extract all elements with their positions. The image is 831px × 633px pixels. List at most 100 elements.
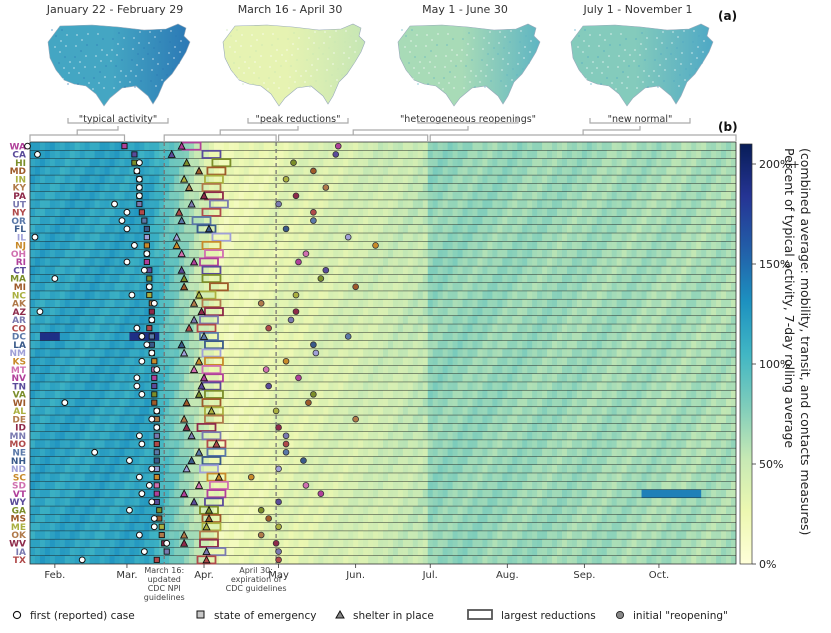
- heatmap-cell: [537, 183, 543, 192]
- heatmap-cell: [54, 233, 61, 242]
- heatmap-cell: [79, 348, 86, 358]
- heatmap-cell: [114, 381, 121, 391]
- heatmap-cell: [576, 191, 583, 201]
- heatmap-cell: [402, 282, 409, 292]
- heatmap-cell: [542, 166, 548, 176]
- heatmap-cell: [283, 398, 290, 408]
- heatmap-cell: [392, 348, 399, 358]
- heatmap-cell: [109, 299, 116, 308]
- heatmap-cell: [44, 324, 51, 333]
- heatmap-cell: [328, 208, 334, 217]
- heatmap-cell: [666, 299, 672, 308]
- heatmap-cell: [368, 340, 374, 350]
- heatmap-cell: [716, 299, 722, 308]
- heatmap-cell: [442, 299, 449, 308]
- heatmap-cell: [611, 266, 618, 275]
- heatmap-cell: [661, 233, 667, 242]
- heatmap-cell: [427, 166, 434, 176]
- heatmap-cell: [189, 183, 195, 192]
- heatmap-cell: [656, 348, 663, 358]
- heatmap-cell: [621, 199, 628, 209]
- map-speckle: [639, 54, 641, 56]
- map-speckle: [454, 76, 456, 78]
- heatmap-cell: [507, 175, 513, 184]
- heatmap-cell: [616, 398, 623, 408]
- heatmap-cell: [437, 290, 444, 300]
- heatmap-cell: [407, 348, 414, 358]
- heatmap-cell: [482, 324, 489, 333]
- heatmap-cell: [328, 199, 334, 209]
- heatmap-cell: [402, 266, 409, 275]
- heatmap-cell: [109, 307, 116, 317]
- heatmap-cell: [621, 398, 628, 408]
- heatmap-cell: [74, 191, 81, 201]
- heatmap-cell: [204, 332, 210, 341]
- heatmap-cell: [552, 398, 558, 408]
- heatmap-cell: [586, 340, 593, 350]
- heatmap-cell: [437, 381, 444, 391]
- heatmap-cell: [671, 348, 677, 358]
- heatmap-cell: [407, 282, 414, 292]
- heatmap-cell: [412, 299, 419, 308]
- map-speckle: [607, 66, 609, 68]
- heatmap-cell: [432, 365, 439, 374]
- heatmap-cell: [656, 175, 663, 184]
- heatmap-cell: [651, 315, 658, 325]
- heatmap-cell: [308, 233, 314, 242]
- heatmap-cell: [248, 233, 255, 242]
- heatmap-cell: [278, 398, 285, 408]
- heatmap-cell: [601, 348, 608, 358]
- heatmap-cell: [288, 175, 295, 184]
- heatmap-cell: [283, 390, 290, 399]
- heatmap-cell: [726, 357, 732, 366]
- heatmap-cell: [487, 216, 493, 226]
- heatmap-cell: [343, 175, 349, 184]
- heatmap-cell: [596, 315, 603, 325]
- heatmap-cell: [164, 150, 170, 159]
- heatmap-cell: [79, 332, 86, 341]
- heatmap-cell: [407, 365, 414, 374]
- heatmap-cell: [576, 324, 583, 333]
- heatmap-cell: [30, 373, 36, 383]
- map-speckle: [59, 51, 61, 53]
- heatmap-cell: [392, 142, 399, 151]
- heatmap-cell: [179, 365, 185, 374]
- heatmap-cell: [383, 249, 389, 259]
- heatmap-cell: [348, 150, 354, 159]
- heatmap-cell: [542, 398, 548, 408]
- heatmap-cell: [333, 241, 339, 250]
- heatmap-cell: [706, 233, 712, 242]
- heatmap-cell: [671, 390, 677, 399]
- heatmap-cell: [228, 390, 235, 399]
- heatmap-cell: [397, 274, 404, 283]
- heatmap-cell: [626, 348, 633, 358]
- heatmap-cell: [701, 142, 707, 151]
- heatmap-cell: [691, 274, 697, 283]
- heatmap-cell: [308, 199, 314, 209]
- heatmap-cell: [348, 249, 354, 259]
- map-speckle: [158, 52, 160, 54]
- heatmap-cell: [397, 233, 404, 242]
- heatmap-cell: [114, 158, 121, 168]
- heatmap-cell: [527, 324, 533, 333]
- map-speckle: [242, 83, 244, 85]
- heatmap-cell: [492, 224, 498, 234]
- heatmap-cell: [353, 348, 359, 358]
- map-speckle: [448, 82, 450, 84]
- heatmap-cell: [333, 224, 339, 234]
- heatmap-cell: [397, 373, 404, 383]
- heatmap-cell: [30, 175, 36, 184]
- heatmap-cell: [99, 208, 106, 217]
- heatmap-cell: [363, 183, 369, 192]
- heatmap-cell: [656, 158, 663, 168]
- heatmap-cell: [576, 274, 583, 283]
- heatmap-cell: [467, 241, 474, 250]
- heatmap-cell: [169, 340, 175, 350]
- heatmap-cell: [338, 282, 344, 292]
- heatmap-cell: [119, 158, 126, 168]
- map-speckle: [642, 81, 644, 83]
- heatmap-cell: [368, 216, 374, 226]
- heatmap-cell: [467, 348, 474, 358]
- heatmap-cell: [218, 199, 225, 209]
- heatmap-cell: [348, 199, 354, 209]
